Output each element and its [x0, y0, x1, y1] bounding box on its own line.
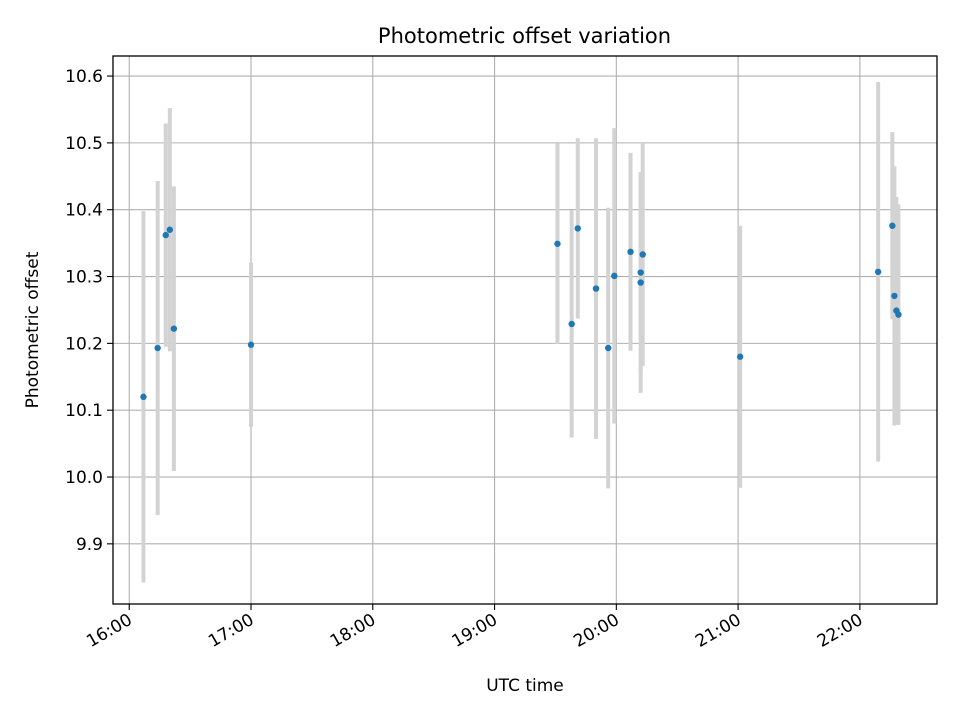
y-tick-label: 10.2: [65, 334, 103, 354]
grid-lines: [113, 56, 937, 604]
y-tick-label: 10.3: [65, 268, 103, 288]
y-axis-title: Photometric offset: [23, 251, 43, 408]
data-point: [592, 285, 600, 292]
y-tick-label: 10.6: [65, 67, 103, 87]
data-point: [605, 344, 612, 352]
y-tick-label: 10.4: [65, 201, 103, 221]
data-point: [874, 268, 882, 276]
data-point: [574, 225, 581, 232]
data-point: [895, 311, 902, 318]
data-point: [639, 251, 646, 258]
y-tick-label: 9.9: [76, 535, 103, 555]
x-axis-title: UTC time: [486, 676, 564, 696]
data-point: [140, 393, 147, 401]
data-point: [736, 353, 744, 360]
data-points: [140, 222, 902, 401]
data-point: [170, 325, 178, 332]
data-point: [166, 226, 174, 233]
data-point: [568, 320, 575, 328]
data-point: [554, 240, 561, 247]
data-point: [162, 231, 169, 239]
data-point: [637, 279, 644, 286]
data-point: [637, 269, 644, 276]
data-point: [611, 272, 618, 280]
y-tick-label: 10.5: [65, 134, 103, 154]
y-axis-ticks: 9.9 10.0 10.1 10.2 10.3 10.4 10.5 10.6: [65, 67, 113, 555]
y-tick-label: 10.0: [65, 468, 103, 488]
y-tick-label: 10.1: [65, 401, 103, 421]
chart-title: Photometric offset variation: [378, 24, 671, 48]
data-point: [891, 292, 898, 300]
data-point: [889, 222, 896, 229]
data-point: [627, 248, 634, 256]
data-point: [154, 344, 161, 352]
data-point: [247, 341, 255, 348]
plot-area-frame: [112, 55, 938, 605]
